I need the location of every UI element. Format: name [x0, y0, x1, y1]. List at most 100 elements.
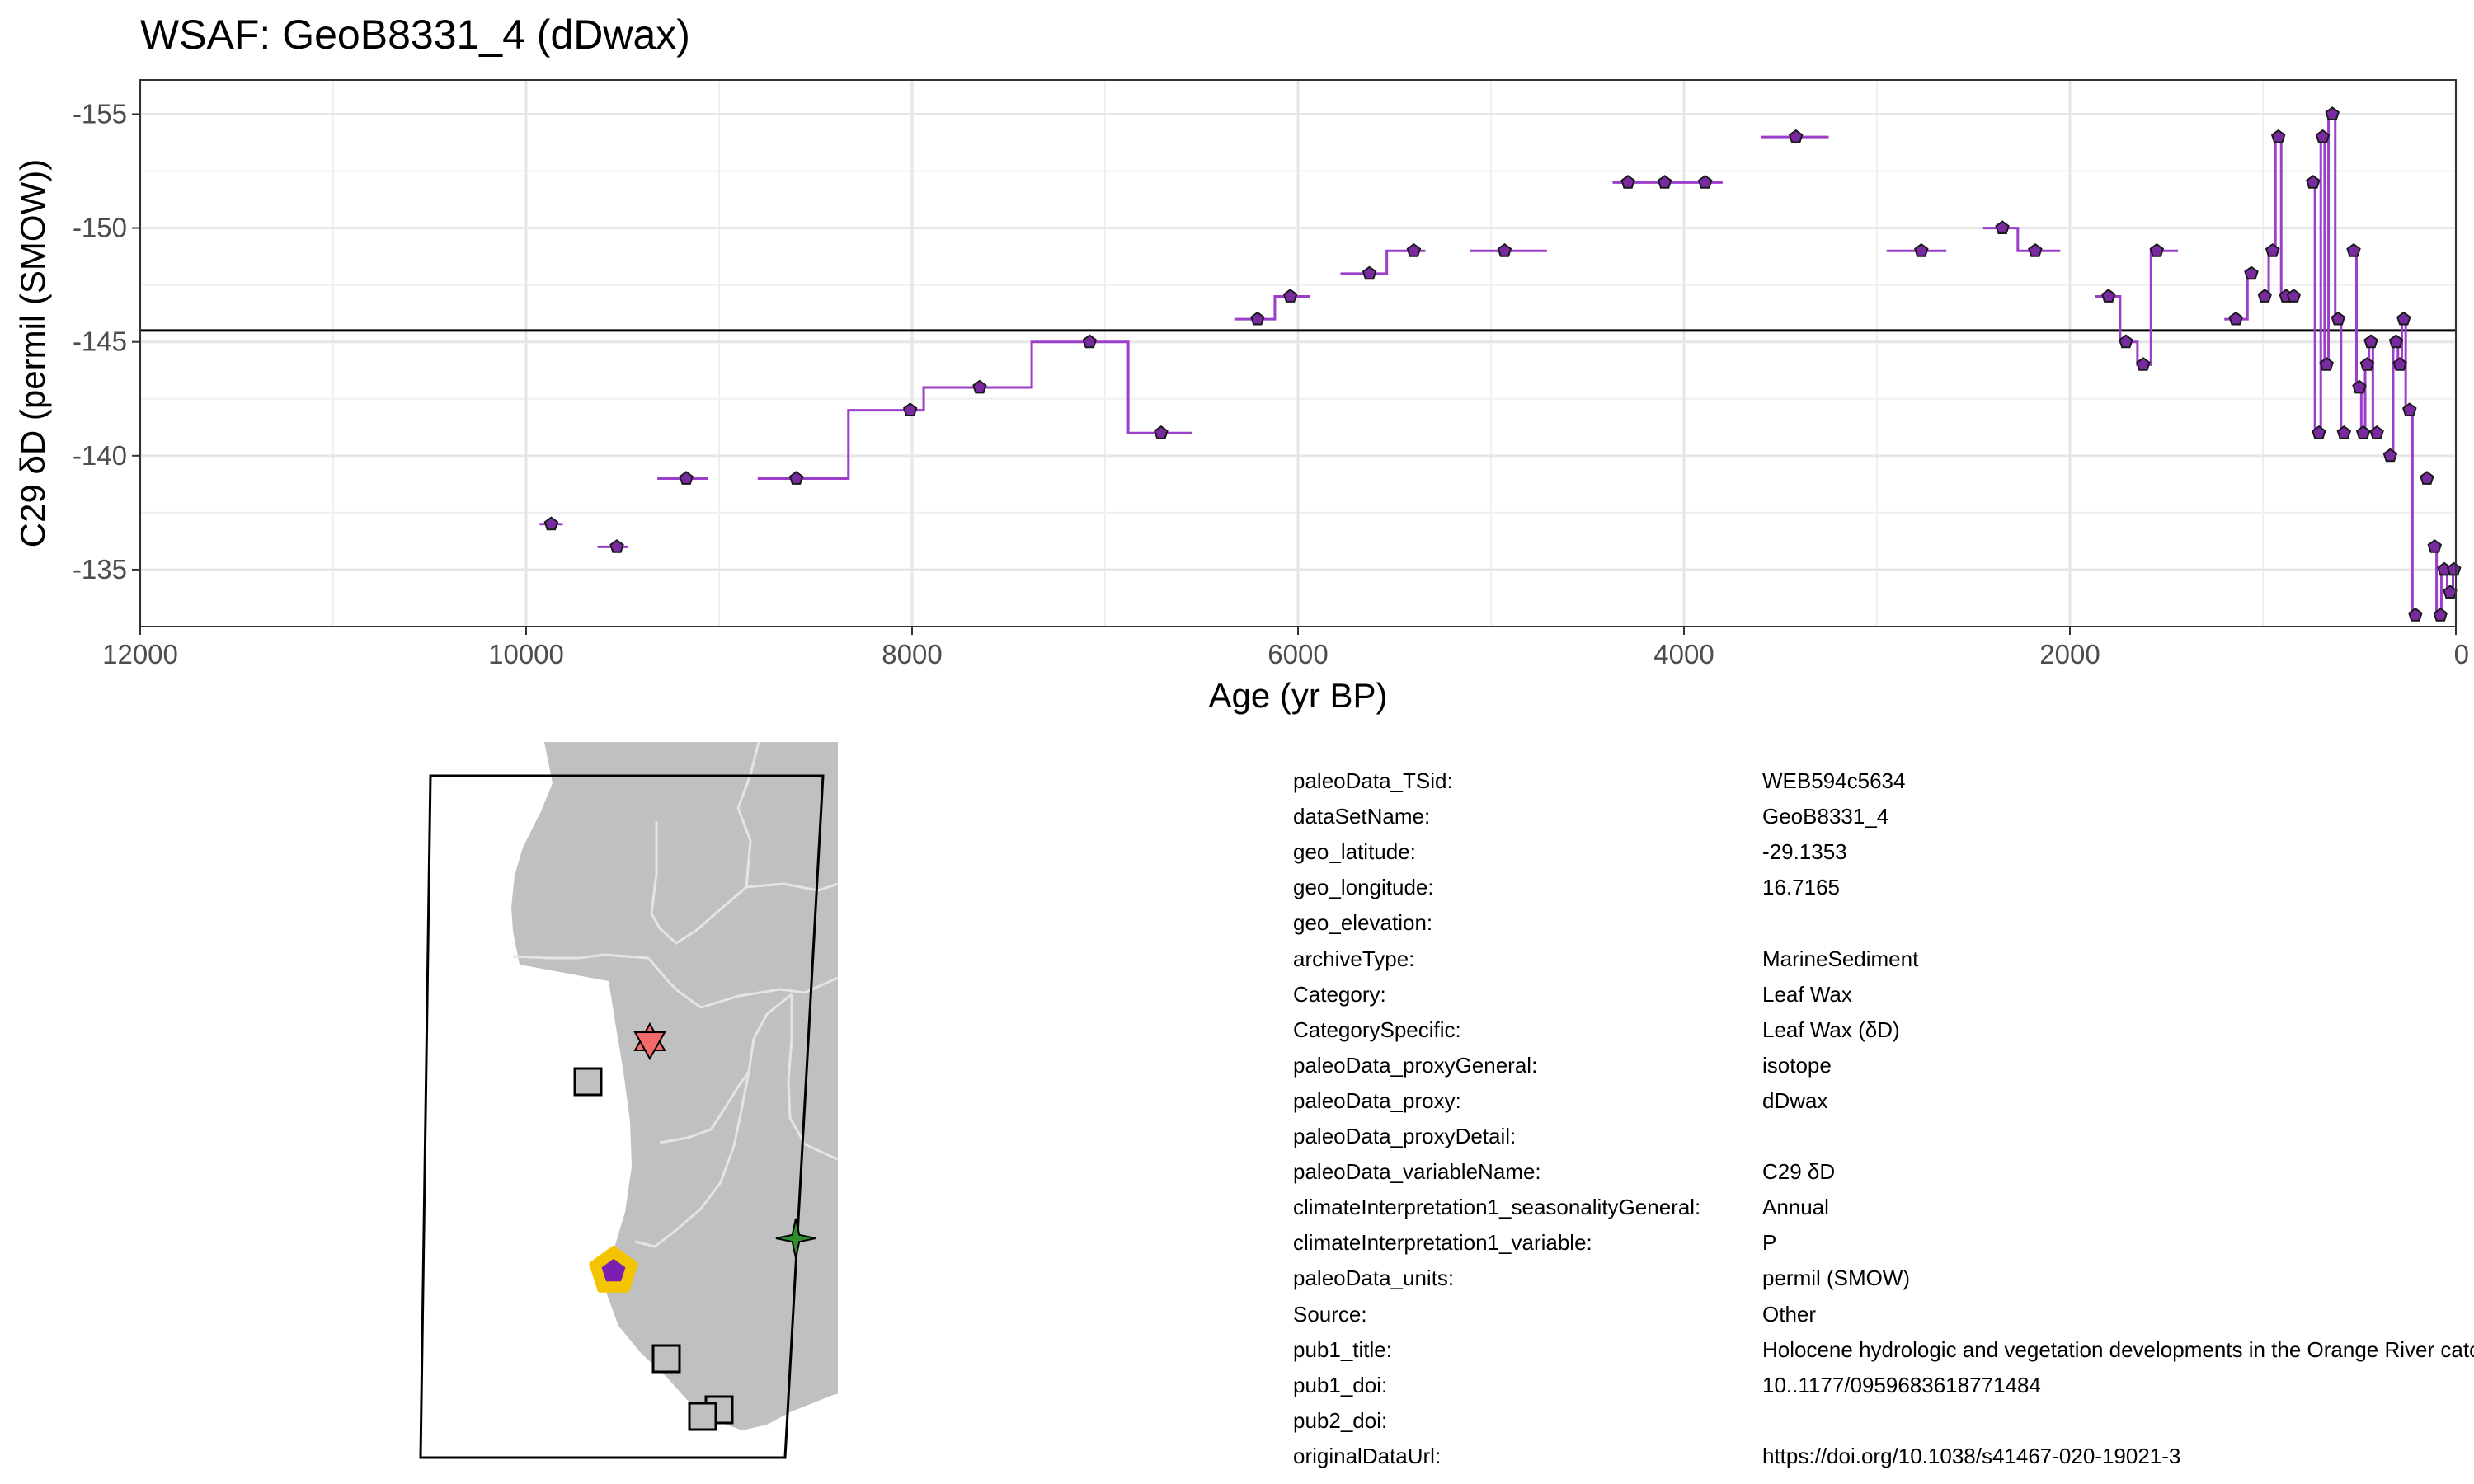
major-gridlines — [139, 80, 2458, 627]
y-axis-ticks: -155 -150 -145 -140 -135 — [73, 98, 140, 585]
metadata-key: paleoData_proxyDetail: — [1293, 1124, 1517, 1148]
data-point — [2325, 106, 2340, 120]
metadata-value: isotope — [1762, 1052, 1832, 1078]
y-tick-label: -135 — [73, 554, 127, 585]
metadata-key: originalDataUrl: — [1293, 1443, 1442, 1468]
metadata-key: dataSetName: — [1293, 804, 1431, 829]
data-point — [2355, 425, 2371, 439]
metadata-key: paleoData_TSid: — [1293, 768, 1453, 793]
site-marker-star — [775, 1218, 816, 1259]
metadata-value: Leaf Wax — [1762, 981, 1852, 1007]
x-tick-label: 4000 — [1653, 639, 1714, 669]
data-point — [2359, 357, 2375, 371]
data-points — [543, 106, 2462, 622]
metadata-value: WEB594c5634 — [1762, 768, 1906, 793]
metadata-value: Other — [1762, 1301, 1817, 1327]
metadata-key: CategorySpecific: — [1293, 1017, 1461, 1042]
metadata-key: geo_longitude: — [1293, 875, 1434, 900]
data-point — [1250, 311, 1265, 326]
data-point — [1914, 242, 1929, 257]
data-point — [2402, 402, 2417, 416]
data-point — [1406, 242, 1422, 257]
metadata-value: -29.1353 — [1762, 839, 1847, 865]
data-point — [2369, 425, 2384, 439]
data-point — [972, 379, 987, 394]
data-point — [2028, 242, 2043, 257]
data-point — [1657, 175, 1672, 189]
metadata-key: paleoData_units: — [1293, 1266, 1455, 1291]
data-point — [2286, 289, 2302, 303]
x-axis-ticks: 12000 10000 8000 6000 4000 2000 0 — [102, 627, 2469, 669]
metadata-key: paleoData_proxy: — [1293, 1087, 1461, 1113]
data-point — [902, 402, 918, 416]
land-mass — [511, 742, 838, 1430]
current-site-marker — [601, 1258, 626, 1282]
metadata-value: dDwax — [1762, 1087, 1828, 1113]
data-point — [2119, 334, 2133, 349]
metadata-value: Annual — [1762, 1195, 1829, 1220]
y-tick-label: -150 — [73, 213, 127, 243]
metadata-key: pub1_doi: — [1293, 1372, 1388, 1397]
metadata-value: C29 δD — [1762, 1159, 1836, 1185]
data-point — [2319, 357, 2334, 371]
data-point — [2396, 311, 2411, 326]
data-point — [2446, 561, 2462, 576]
metadata-key: geo_elevation: — [1293, 910, 1433, 936]
data-point — [679, 471, 694, 485]
site-marker-square — [573, 1067, 603, 1097]
data-point — [2136, 357, 2151, 371]
x-tick-label: 0 — [2454, 639, 2469, 669]
x-tick-label: 8000 — [882, 639, 942, 669]
site-marker-hexagram — [633, 1031, 666, 1061]
data-point — [788, 471, 804, 485]
data-point — [2312, 425, 2326, 439]
data-point — [2306, 175, 2321, 189]
metadata-key: paleoData_variableName: — [1293, 1159, 1541, 1185]
data-point — [1282, 289, 1298, 303]
metadata-table: paleoData_TSid: WEB594c5634 dataSetName: Ge… — [1293, 763, 2474, 1474]
data-steps — [539, 112, 2455, 617]
data-point — [2315, 129, 2331, 143]
site-map — [419, 742, 838, 1459]
map-sites — [573, 1021, 816, 1431]
data-point — [2408, 607, 2423, 622]
y-tick-label: -155 — [73, 98, 127, 129]
data-point — [2388, 334, 2404, 349]
metadata-key: climateInterpretation1_seasonalityGenera… — [1293, 1195, 1701, 1220]
data-point — [2228, 311, 2243, 326]
y-tick-label: -140 — [73, 440, 127, 471]
metadata-key: paleoData_proxyGeneral: — [1293, 1052, 1538, 1078]
data-point — [2433, 607, 2448, 622]
data-point — [2331, 311, 2346, 326]
data-point — [2346, 242, 2361, 257]
data-point — [2352, 379, 2367, 394]
metadata-key: archiveType: — [1293, 946, 1415, 971]
data-point — [543, 516, 559, 531]
age-series-chart: 12000 10000 8000 6000 4000 2000 0 -155 -150 -145… — [13, 79, 2469, 715]
data-point — [1620, 175, 1635, 189]
chart-title: WSAF: GeoB8331_4 (dDwax) — [140, 12, 690, 58]
metadata-value: permil (SMOW) — [1762, 1266, 1911, 1291]
country-borders — [512, 742, 838, 1248]
data-point — [1697, 175, 1713, 189]
data-point — [2392, 357, 2407, 371]
site-marker-square — [651, 1344, 681, 1374]
metadata-value: GeoB8331_4 — [1762, 804, 1889, 829]
data-point — [609, 539, 624, 553]
metadata-key: Source: — [1293, 1301, 1367, 1327]
data-point — [2427, 539, 2443, 553]
data-point — [2265, 242, 2280, 257]
metadata-value: https://doi.org/10.1038/s41467-020-19021… — [1762, 1443, 2181, 1468]
data-point — [1788, 129, 1804, 143]
metadata-value: P — [1762, 1230, 1777, 1256]
data-point — [1497, 242, 1512, 257]
x-tick-label: 6000 — [1268, 639, 1328, 669]
data-point — [2420, 471, 2434, 485]
y-tick-label: -145 — [73, 326, 127, 357]
x-axis-label: Age (yr BP) — [1208, 676, 1387, 715]
data-point — [2382, 448, 2398, 463]
data-point — [2149, 242, 2165, 257]
data-point — [2443, 585, 2458, 599]
x-tick-label: 12000 — [102, 639, 178, 669]
data-point — [2336, 425, 2352, 439]
